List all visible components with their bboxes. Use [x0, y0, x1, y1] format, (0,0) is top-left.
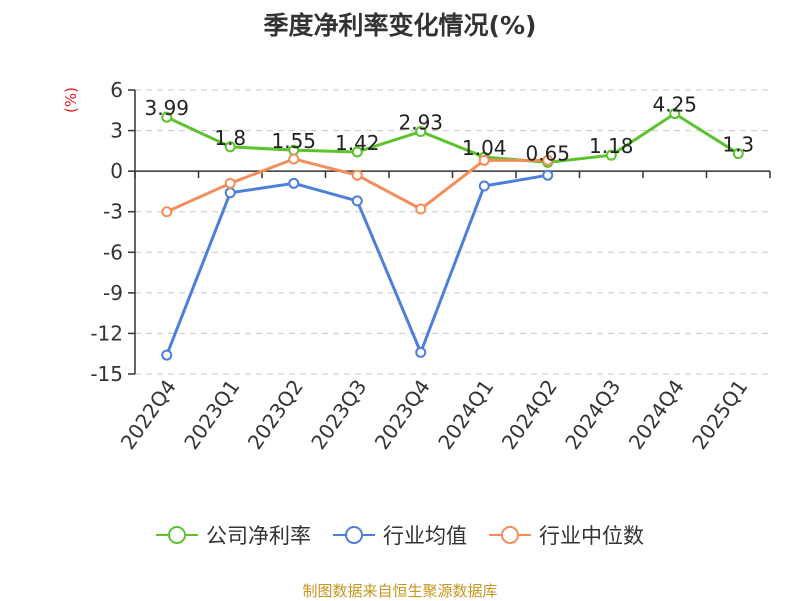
- legend-item-company[interactable]: 公司净利率: [156, 520, 311, 550]
- legend: 公司净利率 行业均值 行业中位数: [0, 520, 800, 550]
- data-point: [415, 126, 427, 138]
- data-point: [224, 187, 236, 199]
- data-point: [224, 141, 236, 153]
- data-point: [732, 148, 744, 160]
- data-label: 1.04: [462, 136, 507, 160]
- data-point: [224, 177, 236, 189]
- y-tick-label: -15: [90, 362, 123, 386]
- data-point: [288, 177, 300, 189]
- data-point: [478, 180, 490, 192]
- data-point: [161, 206, 173, 218]
- legend-marker-industry-median: [489, 526, 531, 544]
- x-tick-label: 2024Q2: [497, 375, 562, 454]
- data-point: [415, 346, 427, 358]
- x-tick-label: 2023Q1: [179, 375, 244, 454]
- legend-marker-industry-mean: [333, 526, 375, 544]
- x-tick-label: 2023Q2: [243, 375, 308, 454]
- y-tick-label: 6: [110, 78, 123, 102]
- data-label: 1.18: [589, 134, 634, 158]
- x-tick-label: 2024Q3: [560, 375, 625, 454]
- data-point: [669, 108, 681, 120]
- legend-item-industry-mean[interactable]: 行业均值: [333, 520, 467, 550]
- source-note: 制图数据来自恒生聚源数据库: [302, 582, 498, 600]
- legend-label-company: 公司净利率: [206, 524, 311, 548]
- y-tick-label: -6: [103, 240, 123, 264]
- y-tick-label: 0: [110, 159, 123, 183]
- data-label: 1.55: [271, 129, 316, 153]
- y-tick-label: -9: [103, 281, 123, 305]
- data-label: 1.8: [214, 126, 246, 150]
- data-label: 2.93: [398, 111, 443, 135]
- data-label: 0.65: [525, 141, 570, 165]
- data-point: [542, 154, 554, 166]
- y-tick-label: -3: [103, 200, 123, 224]
- series-line-0: [166, 112, 740, 164]
- data-label: 3.99: [144, 96, 189, 120]
- x-tick-label: 2024Q4: [624, 375, 689, 454]
- y-tick-label: -12: [90, 321, 123, 345]
- legend-label-industry-mean: 行业均值: [383, 524, 467, 548]
- data-point: [478, 154, 490, 166]
- data-point: [161, 349, 173, 361]
- data-label: 1.42: [335, 131, 380, 155]
- x-tick-label: 2023Q3: [306, 375, 371, 454]
- data-point: [161, 111, 173, 123]
- data-point: [288, 153, 300, 165]
- legend-item-industry-median[interactable]: 行业中位数: [489, 520, 644, 550]
- x-tick-label: 2023Q4: [370, 375, 435, 454]
- data-label: 1.3: [722, 133, 754, 157]
- y-tick-label: 3: [110, 119, 123, 143]
- x-tick-label: 2025Q1: [687, 375, 752, 454]
- line-chart: 630-3-6-9-12-152022Q42023Q12023Q22023Q32…: [90, 78, 771, 454]
- x-tick-label: 2022Q4: [116, 375, 181, 454]
- legend-marker-company: [156, 526, 198, 544]
- data-point: [351, 169, 363, 181]
- data-point: [415, 203, 427, 215]
- chart-title: 季度净利率变化情况(%): [263, 11, 537, 40]
- data-label: 4.25: [652, 93, 697, 117]
- legend-label-industry-median: 行业中位数: [539, 524, 644, 548]
- data-point: [351, 146, 363, 158]
- data-point: [351, 195, 363, 207]
- data-point: [605, 149, 617, 161]
- data-point: [542, 169, 554, 181]
- x-tick-label: 2024Q1: [433, 375, 498, 454]
